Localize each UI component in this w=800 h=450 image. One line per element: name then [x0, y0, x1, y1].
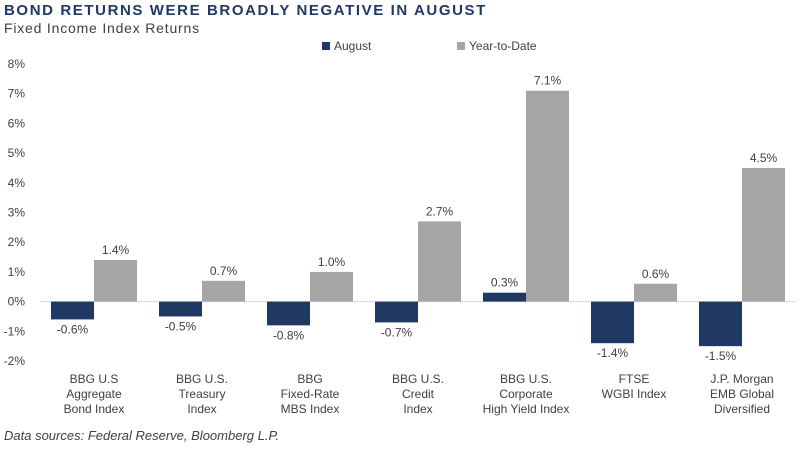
- data-label-ytd: 2.7%: [426, 204, 454, 218]
- legend-swatch-ytd: [457, 42, 465, 50]
- bar-ytd: [634, 283, 677, 302]
- bar-august: [699, 301, 742, 347]
- x-category-label: Bond Index: [64, 402, 125, 416]
- legend-label-august: August: [334, 39, 372, 53]
- x-category-label: BBG: [297, 372, 322, 386]
- chart-subtitle: Fixed Income Index Returns: [4, 20, 200, 36]
- x-category-label: EMB Global: [710, 387, 774, 401]
- x-category-label: BBG U.S: [70, 372, 119, 386]
- x-category-label: MBS Index: [281, 402, 340, 416]
- bar-ytd: [742, 167, 785, 302]
- y-tick-label: 4%: [8, 176, 26, 190]
- data-label-ytd: 7.1%: [534, 74, 562, 88]
- x-category-label: BBG U.S.: [500, 372, 552, 386]
- data-source-note: Data sources: Federal Reserve, Bloomberg…: [4, 428, 280, 443]
- data-label-august: -1.5%: [705, 349, 737, 363]
- y-tick-label: 2%: [8, 235, 26, 249]
- data-label-august: -1.4%: [597, 346, 629, 360]
- x-category-label: FTSE: [619, 372, 650, 386]
- legend-label-ytd: Year-to-Date: [469, 39, 537, 53]
- x-category-label: Treasury: [179, 387, 226, 401]
- chart-title: BOND RETURNS WERE BROADLY NEGATIVE IN AU…: [4, 2, 487, 19]
- data-label-ytd: 0.6%: [642, 267, 670, 281]
- y-tick-label: 6%: [8, 116, 26, 130]
- data-label-august: -0.6%: [57, 322, 89, 336]
- x-category-label: WGBI Index: [602, 387, 667, 401]
- bar-august: [375, 301, 418, 323]
- data-label-august: -0.7%: [381, 325, 413, 339]
- data-label-august: -0.8%: [273, 328, 305, 342]
- bar-ytd: [202, 280, 245, 302]
- bar-august: [51, 301, 94, 320]
- x-category-label: Index: [403, 402, 432, 416]
- y-tick-label: 0%: [8, 295, 26, 309]
- x-category-label: Diversified: [714, 402, 770, 416]
- y-tick-label: 7%: [8, 87, 26, 101]
- bar-august: [159, 301, 202, 317]
- x-category-label: BBG U.S.: [176, 372, 228, 386]
- y-tick-label: 5%: [8, 146, 26, 160]
- x-category-label: Corporate: [499, 387, 553, 401]
- x-category-label: High Yield Index: [483, 402, 570, 416]
- bar-ytd: [526, 90, 569, 302]
- bar-august: [483, 292, 526, 302]
- y-tick-label: -1%: [4, 324, 26, 338]
- data-label-ytd: 1.4%: [102, 243, 130, 257]
- data-label-ytd: 1.0%: [318, 255, 346, 269]
- bar-ytd: [310, 271, 353, 302]
- x-category-label: Aggregate: [66, 387, 122, 401]
- x-category-label: Credit: [402, 387, 435, 401]
- x-category-label: Fixed-Rate: [281, 387, 340, 401]
- data-label-august: 0.3%: [491, 276, 519, 290]
- y-tick-label: -2%: [4, 354, 26, 368]
- y-tick-label: 8%: [8, 57, 26, 71]
- bar-ytd: [418, 221, 461, 302]
- x-category-label: Index: [187, 402, 216, 416]
- x-category-label: J.P. Morgan: [710, 372, 773, 386]
- bar-ytd: [94, 260, 137, 302]
- data-label-ytd: 4.5%: [750, 151, 778, 165]
- bar-august: [267, 301, 310, 326]
- data-label-ytd: 0.7%: [210, 264, 238, 278]
- data-label-august: -0.5%: [165, 319, 197, 333]
- y-tick-label: 3%: [8, 206, 26, 220]
- bar-august: [591, 301, 634, 344]
- y-tick-label: 1%: [8, 265, 26, 279]
- x-category-label: BBG U.S.: [392, 372, 444, 386]
- legend-swatch-august: [322, 42, 330, 50]
